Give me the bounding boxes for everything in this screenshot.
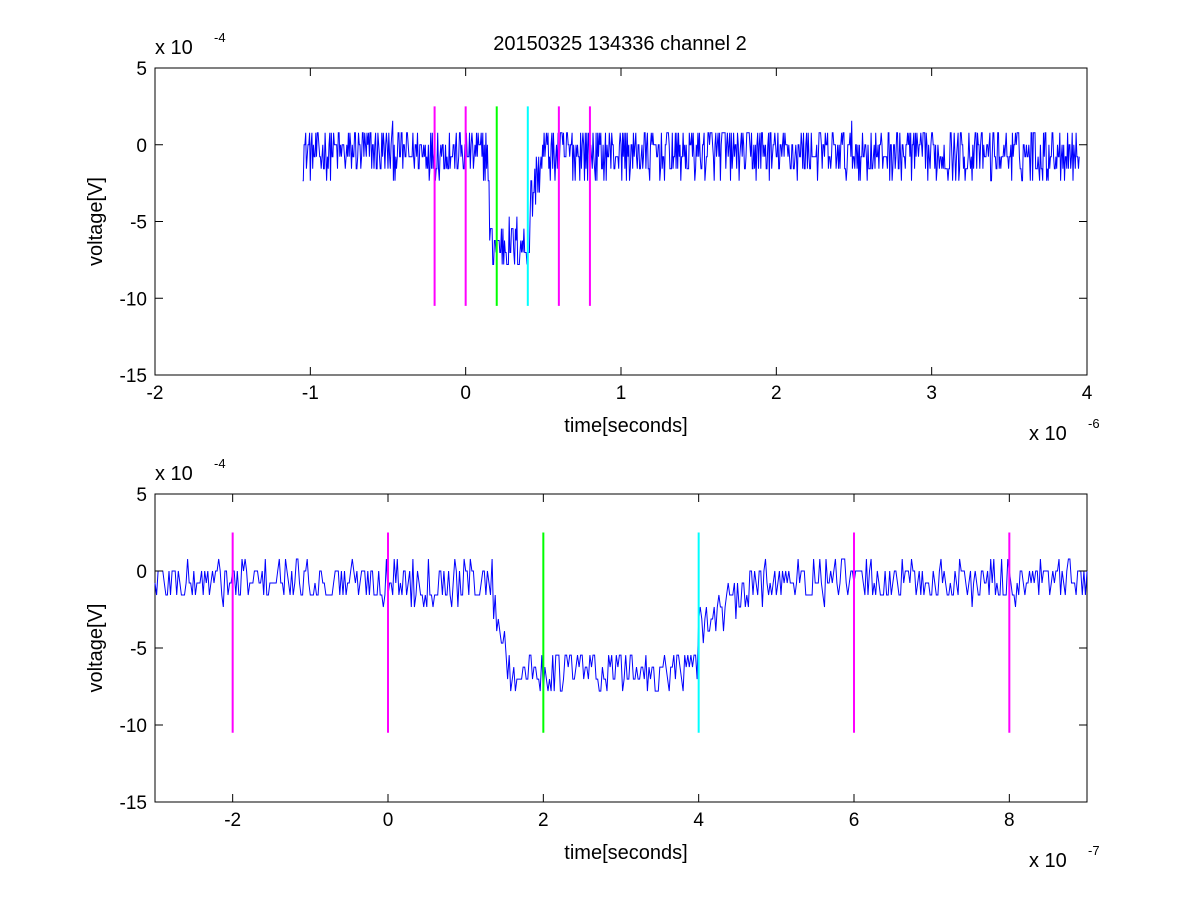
x-exponent-label: x 10 (1029, 423, 1067, 445)
y-axis-label: voltage[V] (85, 177, 107, 266)
y-tick-label: 0 (136, 136, 147, 157)
x-tick-label: 0 (460, 383, 471, 404)
y-tick-label: -5 (130, 639, 147, 660)
y-tick-label: -10 (120, 716, 147, 737)
x-tick-label: 4 (1082, 383, 1093, 404)
x-tick-label: 0 (383, 810, 394, 831)
y-tick-label: -5 (130, 213, 147, 234)
x-tick-label: 2 (771, 383, 782, 404)
x-exponent-value: -6 (1088, 416, 1100, 431)
bottom-plot: -2 0 2 4 6 8 5 0 -5 -10 -15 time[seconds] voltage[V]… (85, 456, 1100, 872)
x-tick-label: 4 (693, 810, 704, 831)
figure-title: 20150325 134336 channel 2 (493, 33, 747, 55)
x-tick-label: 8 (1004, 810, 1015, 831)
x-tick-label: 2 (538, 810, 549, 831)
x-exponent-value: -7 (1088, 843, 1100, 858)
y-tick-label: -15 (120, 366, 147, 387)
x-tick-label: 3 (926, 383, 937, 404)
y-tick-label: 5 (136, 485, 147, 506)
y-tick-label: 0 (136, 562, 147, 583)
x-axis-label: time[seconds] (564, 842, 687, 864)
signal-trace (154, 558, 1088, 692)
x-tick-label: 1 (616, 383, 627, 404)
y-tick-label: -10 (120, 289, 147, 310)
x-tick-label: -2 (147, 383, 164, 404)
x-tick-label: -1 (302, 383, 319, 404)
top-plot: -2 -1 0 1 2 3 450-5-10-15time[seconds]voltage[… (85, 30, 1100, 445)
y-exponent-label: x 10 (155, 463, 193, 485)
y-exponent-value: -4 (214, 30, 226, 45)
y-tick-label: 5 (136, 59, 147, 80)
x-tick-label: -2 (224, 810, 241, 831)
signal-trace (302, 120, 1080, 265)
x-tick-label: 6 (849, 810, 860, 831)
y-tick-label: -15 (120, 793, 147, 814)
y-axis-label: voltage[V] (85, 604, 107, 693)
y-exponent-label: x 10 (155, 37, 193, 59)
y-exponent-value: -4 (214, 456, 226, 471)
x-exponent-label: x 10 (1029, 850, 1067, 872)
x-axis-label: time[seconds] (564, 415, 687, 437)
